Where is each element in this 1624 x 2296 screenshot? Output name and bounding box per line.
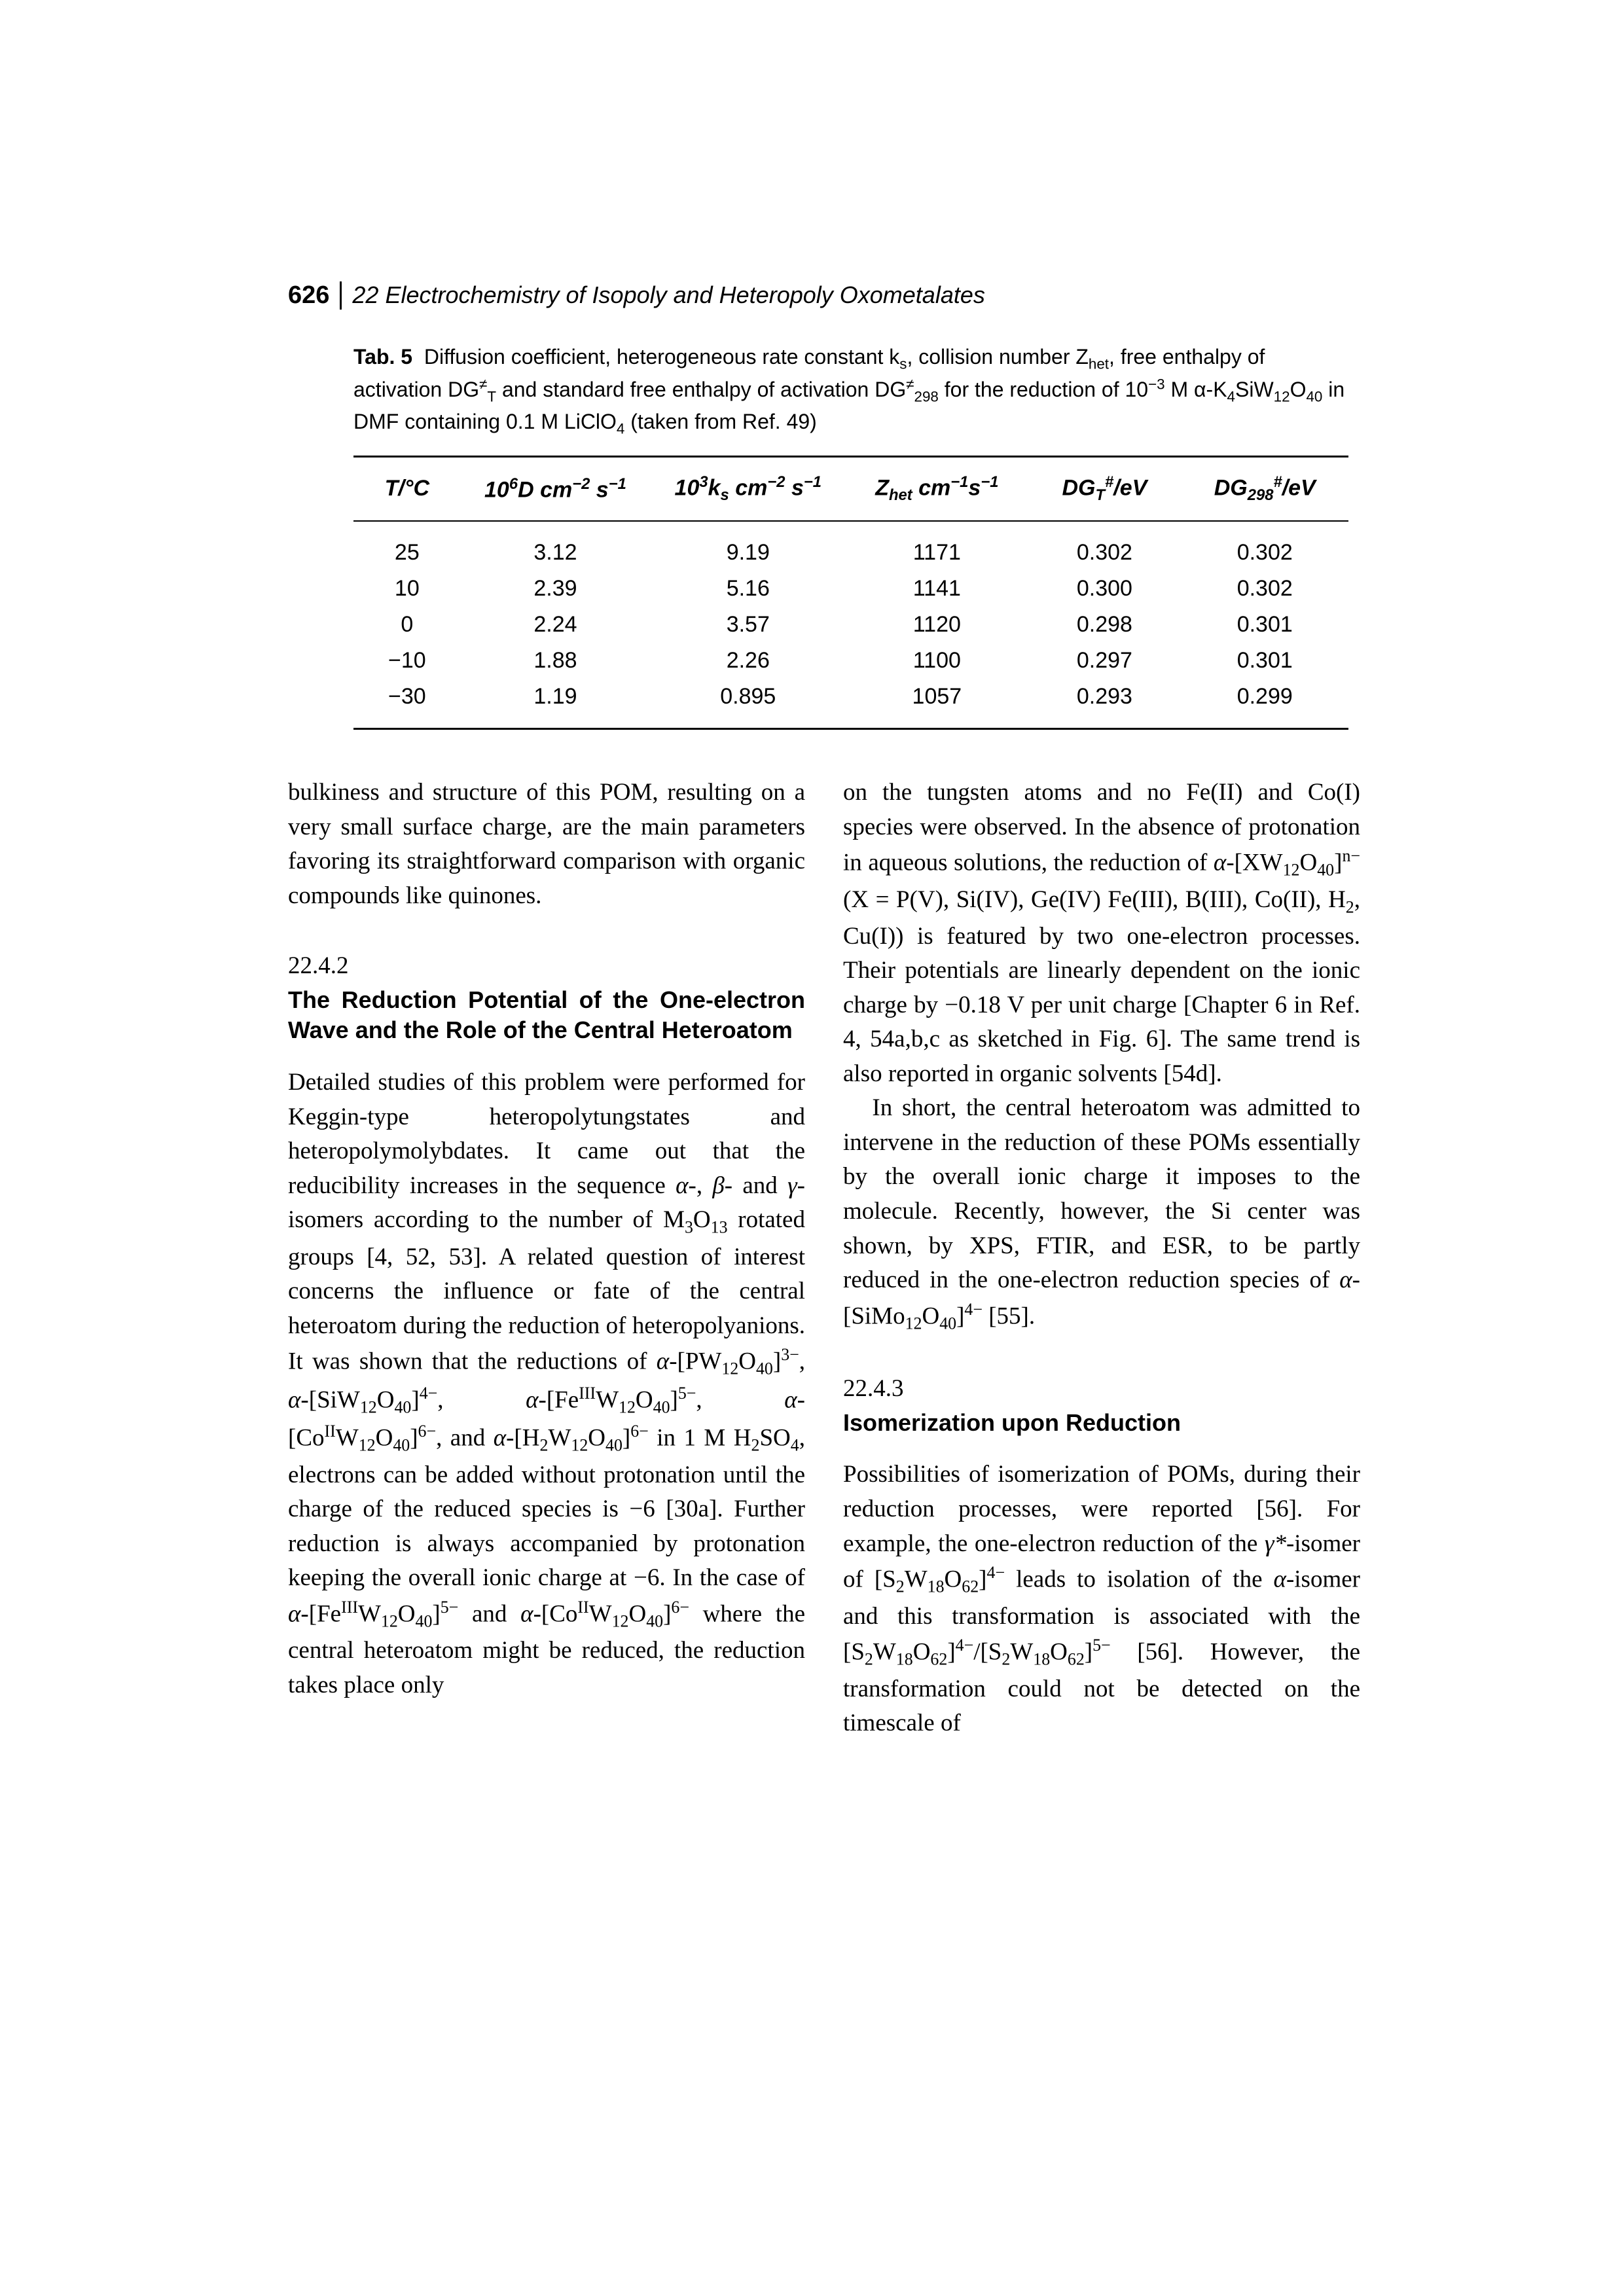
section-number-2243: 22.4.3 bbox=[843, 1372, 1360, 1407]
table-cell: 10 bbox=[353, 571, 461, 607]
table-header-cell: DGT#/eV bbox=[1028, 456, 1181, 521]
table-cell: 2.24 bbox=[461, 607, 651, 643]
table-cell: 0.302 bbox=[1182, 521, 1349, 571]
table-row: 102.395.1611410.3000.302 bbox=[353, 571, 1348, 607]
table-cell: 2.39 bbox=[461, 571, 651, 607]
table-cell: 1.19 bbox=[461, 679, 651, 729]
data-table: T/°C106D cm−2 s−1103ks cm−2 s−1Zhet cm−1… bbox=[353, 456, 1348, 730]
running-head: 626 22 Electrochemistry of Isopoly and H… bbox=[288, 281, 1362, 310]
chapter-title: 22 Electrochemistry of Isopoly and Heter… bbox=[342, 281, 984, 309]
table-cell: 1057 bbox=[846, 679, 1028, 729]
right-para-2: In short, the central heteroatom was adm… bbox=[843, 1091, 1360, 1336]
table-cell: −30 bbox=[353, 679, 461, 729]
section-title-2243: Isomerization upon Reduction bbox=[843, 1408, 1360, 1439]
table-header-cell: DG298#/eV bbox=[1182, 456, 1349, 521]
table-cell: 0.293 bbox=[1028, 679, 1181, 729]
table-header-row: T/°C106D cm−2 s−1103ks cm−2 s−1Zhet cm−1… bbox=[353, 456, 1348, 521]
table-cell: 1171 bbox=[846, 521, 1028, 571]
table-cell: 0.302 bbox=[1028, 521, 1181, 571]
table-row: 02.243.5711200.2980.301 bbox=[353, 607, 1348, 643]
table-row: −101.882.2611000.2970.301 bbox=[353, 643, 1348, 679]
right-para-3: Possibilities of isomerization of POMs, … bbox=[843, 1458, 1360, 1740]
table-cell: 1100 bbox=[846, 643, 1028, 679]
table-5: Tab. 5 Diffusion coefficient, heterogene… bbox=[353, 342, 1362, 730]
table-cell: 0.301 bbox=[1182, 607, 1349, 643]
table-cell: 1.88 bbox=[461, 643, 651, 679]
table-cell: 0.298 bbox=[1028, 607, 1181, 643]
table-body: 253.129.1911710.3020.302102.395.1611410.… bbox=[353, 521, 1348, 729]
table-caption: Tab. 5 Diffusion coefficient, heterogene… bbox=[353, 342, 1348, 439]
page: 626 22 Electrochemistry of Isopoly and H… bbox=[0, 0, 1624, 2296]
body-columns: bulkiness and structure of this POM, res… bbox=[288, 776, 1362, 1741]
table-cell: 0.302 bbox=[1182, 571, 1349, 607]
table-cell: 1141 bbox=[846, 571, 1028, 607]
table-cell: 0.297 bbox=[1028, 643, 1181, 679]
page-number: 626 bbox=[288, 281, 340, 310]
table-cell: 3.57 bbox=[650, 607, 846, 643]
left-column: bulkiness and structure of this POM, res… bbox=[288, 776, 805, 1741]
table-row: −301.190.89510570.2930.299 bbox=[353, 679, 1348, 729]
table-cell: 0.301 bbox=[1182, 643, 1349, 679]
table-cell: 0 bbox=[353, 607, 461, 643]
table-caption-lead: Tab. 5 bbox=[353, 345, 412, 368]
right-column: on the tungsten atoms and no Fe(II) and … bbox=[843, 776, 1360, 1741]
table-header-cell: Zhet cm−1s−1 bbox=[846, 456, 1028, 521]
table-cell: 5.16 bbox=[650, 571, 846, 607]
table-cell: 0.895 bbox=[650, 679, 846, 729]
table-caption-body: Diffusion coefficient, heterogeneous rat… bbox=[353, 345, 1344, 433]
table-cell: −10 bbox=[353, 643, 461, 679]
table-cell: 3.12 bbox=[461, 521, 651, 571]
table-cell: 25 bbox=[353, 521, 461, 571]
table-cell: 0.299 bbox=[1182, 679, 1349, 729]
table-header-cell: T/°C bbox=[353, 456, 461, 521]
table-cell: 2.26 bbox=[650, 643, 846, 679]
table-cell: 0.300 bbox=[1028, 571, 1181, 607]
section-title-2242: The Reduction Potential of the One-elect… bbox=[288, 985, 805, 1047]
right-para-1: on the tungsten atoms and no Fe(II) and … bbox=[843, 776, 1360, 1091]
left-para-2: Detailed studies of this problem were pe… bbox=[288, 1066, 805, 1702]
section-number-2242: 22.4.2 bbox=[288, 949, 805, 984]
table-header-cell: 106D cm−2 s−1 bbox=[461, 456, 651, 521]
table-row: 253.129.1911710.3020.302 bbox=[353, 521, 1348, 571]
table-cell: 9.19 bbox=[650, 521, 846, 571]
table-header-cell: 103ks cm−2 s−1 bbox=[650, 456, 846, 521]
table-cell: 1120 bbox=[846, 607, 1028, 643]
left-para-1: bulkiness and structure of this POM, res… bbox=[288, 776, 805, 913]
